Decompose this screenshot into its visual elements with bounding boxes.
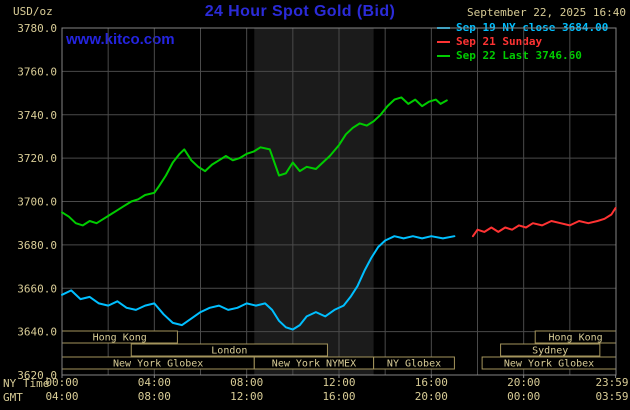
- kitco-watermark-link[interactable]: www.kitco.com: [66, 31, 175, 48]
- session-label-london: London: [211, 346, 247, 357]
- session-label-new-york-nymex: New York NYMEX: [272, 359, 356, 370]
- session-label-sydney: Sydney: [532, 346, 568, 357]
- legend-label: Sep 22 Last 3746.60: [456, 49, 582, 62]
- legend-item-2: Sep 22 Last 3746.60: [437, 49, 608, 63]
- session-box-london: [130, 343, 328, 357]
- y-axis-label: 3620.0: [17, 369, 57, 382]
- ny-time-row-label: NY Time: [3, 377, 50, 390]
- y-axis-label: 3660.0: [17, 282, 57, 295]
- legend-dash-icon: [437, 41, 450, 43]
- x-axis-label-gmt: 12:00: [230, 390, 263, 403]
- y-axis-label: 3700.0: [17, 196, 57, 209]
- x-axis-label-gmt: 00:00: [507, 390, 540, 403]
- session-label-ny-globex: NY Globex: [387, 359, 441, 370]
- y-axis-label: 3680.0: [17, 239, 57, 252]
- session-label-new-york-globex: New York Globex: [113, 359, 203, 370]
- x-axis-label-gmt: 16:00: [322, 390, 355, 403]
- y-axis-label: 3760.0: [17, 65, 57, 78]
- x-axis-label-gmt: 20:00: [415, 390, 448, 403]
- gmt-row-label: GMT: [3, 391, 23, 404]
- x-axis-label-gmt: 08:00: [138, 390, 171, 403]
- x-axis-label-ny: 23:59: [595, 376, 628, 389]
- x-axis-label-ny: 16:00: [415, 376, 448, 389]
- y-axis-label: 3780.0: [17, 22, 57, 35]
- y-axis-label: 3720.0: [17, 152, 57, 165]
- series-line-1: [471, 207, 617, 238]
- y-axis-label: 3640.0: [17, 326, 57, 339]
- session-box-sydney: [500, 343, 601, 357]
- session-label-hong-kong: Hong Kong: [549, 333, 603, 344]
- legend-dash-icon: [437, 55, 450, 57]
- y-axis-label: 3740.0: [17, 109, 57, 122]
- session-label-hong-kong: Hong Kong: [93, 333, 147, 344]
- y-axis-units-label: USD/oz: [13, 5, 53, 18]
- x-axis-label-ny: 12:00: [322, 376, 355, 389]
- chart-datetime: September 22, 2025 16:40: [467, 6, 626, 19]
- x-axis-label-gmt: 04:00: [45, 390, 78, 403]
- x-axis-label-ny: 08:00: [230, 376, 263, 389]
- session-box-ny-globex: [373, 356, 455, 370]
- x-axis-label-ny: 20:00: [507, 376, 540, 389]
- x-axis-label-ny: 00:00: [45, 376, 78, 389]
- x-axis-label-ny: 04:00: [138, 376, 171, 389]
- chart-title: 24 Hour Spot Gold (Bid): [204, 3, 396, 20]
- series-line-2: [61, 96, 448, 227]
- series-line-0: [61, 235, 456, 331]
- x-axis-label-gmt: 03:59: [595, 390, 628, 403]
- session-label-new-york-globex: New York Globex: [504, 359, 594, 370]
